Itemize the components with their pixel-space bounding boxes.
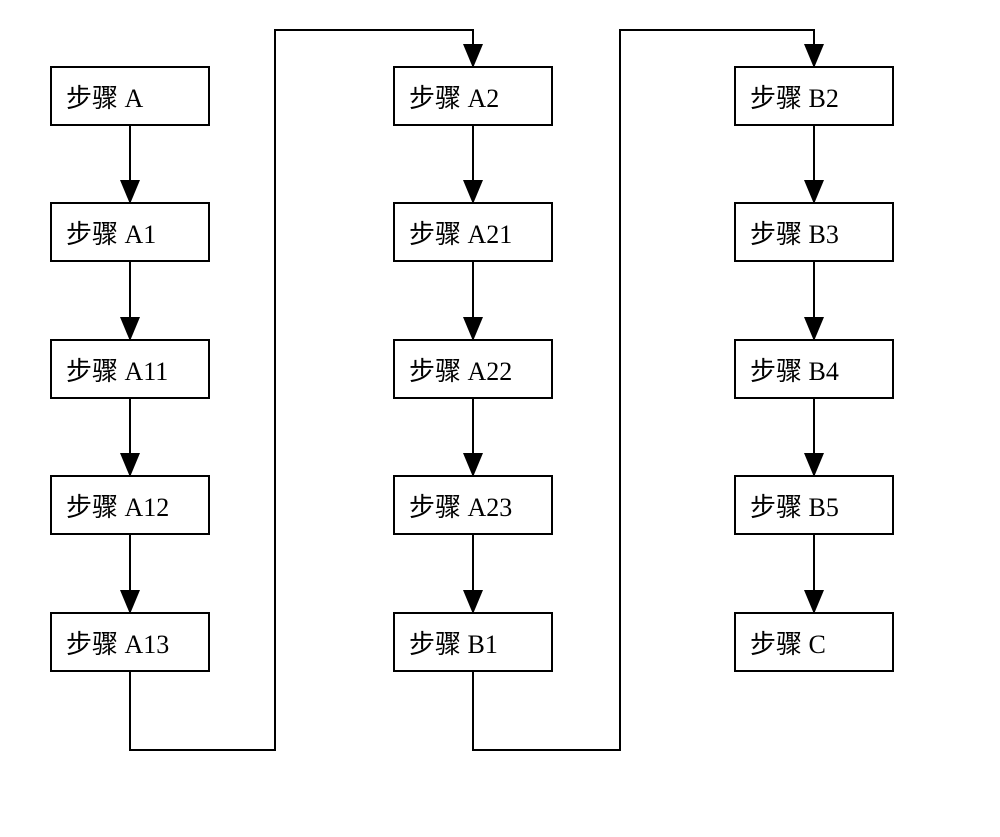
node-label-B2: 步骤 B2 [750, 78, 839, 115]
node-A13: 步骤 A13 [50, 612, 210, 672]
node-label-C: 步骤 C [750, 624, 826, 661]
node-label-B4: 步骤 B4 [750, 351, 839, 388]
node-label-A1: 步骤 A1 [66, 214, 156, 251]
node-B4: 步骤 B4 [734, 339, 894, 399]
node-A23: 步骤 A23 [393, 475, 553, 535]
node-label-A23: 步骤 A23 [409, 487, 512, 524]
node-A21: 步骤 A21 [393, 202, 553, 262]
node-A1: 步骤 A1 [50, 202, 210, 262]
node-label-A22: 步骤 A22 [409, 351, 512, 388]
node-label-B3: 步骤 B3 [750, 214, 839, 251]
node-B1: 步骤 B1 [393, 612, 553, 672]
node-label-B1: 步骤 B1 [409, 624, 498, 661]
node-A: 步骤 A [50, 66, 210, 126]
node-A11: 步骤 A11 [50, 339, 210, 399]
node-label-A13: 步骤 A13 [66, 624, 169, 661]
node-label-A12: 步骤 A12 [66, 487, 169, 524]
node-B2: 步骤 B2 [734, 66, 894, 126]
node-A22: 步骤 A22 [393, 339, 553, 399]
node-label-A2: 步骤 A2 [409, 78, 499, 115]
node-C: 步骤 C [734, 612, 894, 672]
node-B3: 步骤 B3 [734, 202, 894, 262]
node-label-A: 步骤 A [66, 78, 143, 115]
node-label-B5: 步骤 B5 [750, 487, 839, 524]
node-A2: 步骤 A2 [393, 66, 553, 126]
node-B5: 步骤 B5 [734, 475, 894, 535]
node-A12: 步骤 A12 [50, 475, 210, 535]
node-label-A11: 步骤 A11 [66, 351, 168, 388]
node-label-A21: 步骤 A21 [409, 214, 512, 251]
